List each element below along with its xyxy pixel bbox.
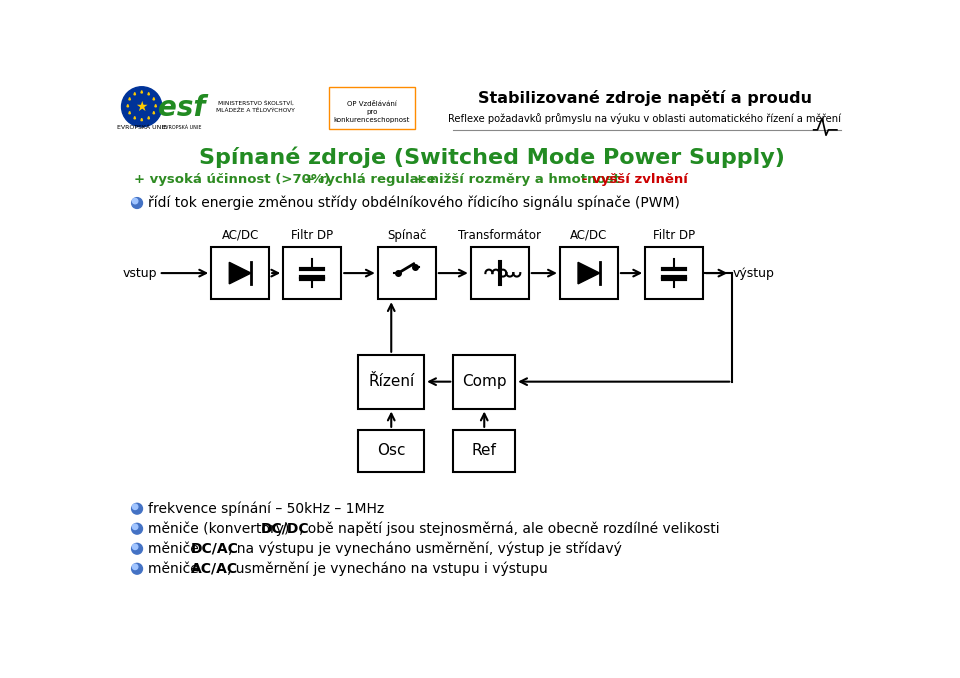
Bar (560, 247, 618, 299)
Text: + vysoká účinnost (>70%): + vysoká účinnost (>70%) (134, 174, 330, 186)
Bar (211, 247, 269, 299)
Circle shape (132, 503, 142, 514)
Bar (358, 355, 424, 409)
Bar (358, 430, 424, 472)
Text: Comp: Comp (462, 374, 507, 389)
Text: , na výstupu je vynecháno usměrnění, výstup je střídavý: , na výstupu je vynecháno usměrnění, výs… (228, 542, 622, 556)
Text: + rychlá regulace: + rychlá regulace (304, 174, 436, 186)
Circle shape (132, 523, 142, 534)
Text: DC/AC: DC/AC (191, 542, 238, 556)
Text: EVROPSKÁ UNIE: EVROPSKÁ UNIE (116, 125, 167, 130)
Circle shape (132, 199, 138, 204)
Bar (470, 247, 529, 299)
Text: Filtr DP: Filtr DP (291, 228, 333, 241)
Bar (283, 247, 341, 299)
Polygon shape (134, 117, 135, 119)
Text: Řízení: Řízení (368, 374, 415, 389)
Text: měniče (konvertory): měniče (konvertory) (148, 521, 294, 536)
Circle shape (132, 524, 138, 530)
Circle shape (132, 504, 138, 509)
Polygon shape (155, 104, 156, 106)
Text: AC/DC: AC/DC (570, 228, 608, 241)
Text: Spínané zdroje (Switched Mode Power Supply): Spínané zdroje (Switched Mode Power Supp… (199, 146, 785, 167)
Bar (329, 87, 415, 129)
Circle shape (132, 563, 142, 574)
Circle shape (132, 543, 142, 554)
Text: Ref: Ref (471, 443, 496, 458)
Text: Reflexe požadavků průmyslu na výuku v oblasti automatického řízení a měření: Reflexe požadavků průmyslu na výuku v ob… (448, 113, 841, 124)
Polygon shape (141, 119, 142, 121)
Text: EVROPSKÁ UNIE: EVROPSKÁ UNIE (162, 125, 202, 130)
Text: vstup: vstup (123, 266, 157, 279)
Text: , obě napětí jsou stejnosměrná, ale obecně rozdílné velikosti: , obě napětí jsou stejnosměrná, ale obec… (299, 521, 719, 536)
Circle shape (132, 564, 138, 570)
Polygon shape (578, 262, 600, 284)
Polygon shape (127, 104, 129, 106)
Text: MINISTERSTVO ŠKOLSTVÍ,
MLÁDEŽE A TĚLOVÝCHOVY: MINISTERSTVO ŠKOLSTVÍ, MLÁDEŽE A TĚLOVÝC… (216, 100, 295, 113)
Bar (645, 247, 703, 299)
Text: AC/DC: AC/DC (222, 228, 259, 241)
Polygon shape (134, 92, 135, 95)
Polygon shape (153, 98, 155, 100)
Text: Transformátor: Transformátor (458, 228, 541, 241)
Text: AC/AC: AC/AC (191, 562, 238, 576)
Text: frekvence spínání – 50kHz – 1MHz: frekvence spínání – 50kHz – 1MHz (148, 502, 384, 516)
Polygon shape (141, 91, 142, 93)
Text: Osc: Osc (377, 443, 405, 458)
Text: - vyšší zvlnění: - vyšší zvlnění (582, 174, 687, 186)
Text: ★: ★ (135, 100, 148, 114)
Bar (453, 430, 516, 472)
Circle shape (122, 87, 162, 127)
Text: esf: esf (158, 94, 205, 122)
Text: řídí tok energie změnou střídy obdélníkového řídicího signálu spínače (PWM): řídí tok energie změnou střídy obdélníko… (148, 196, 680, 210)
Polygon shape (153, 111, 155, 114)
Text: Stabilizované zdroje napětí a proudu: Stabilizované zdroje napětí a proudu (478, 90, 811, 106)
Polygon shape (129, 111, 131, 114)
Polygon shape (129, 98, 131, 100)
Bar (453, 355, 516, 409)
Text: Spínač: Spínač (387, 228, 426, 241)
Polygon shape (229, 262, 251, 284)
Bar (377, 247, 436, 299)
Text: měniče: měniče (148, 562, 203, 576)
Text: , usměrnění je vynecháno na vstupu i výstupu: , usměrnění je vynecháno na vstupu i výs… (228, 561, 548, 576)
Circle shape (132, 197, 142, 208)
Text: Filtr DP: Filtr DP (653, 228, 695, 241)
Polygon shape (148, 92, 150, 95)
Text: OP Vzdělávání
pro
konkurenceschopnost: OP Vzdělávání pro konkurenceschopnost (334, 101, 410, 123)
Text: DC/DC: DC/DC (261, 522, 309, 536)
Polygon shape (148, 117, 150, 119)
Circle shape (132, 544, 138, 550)
Text: měniče: měniče (148, 542, 203, 556)
Text: + nižší rozměry a hmotnost: + nižší rozměry a hmotnost (415, 174, 620, 186)
Text: výstup: výstup (732, 266, 775, 279)
